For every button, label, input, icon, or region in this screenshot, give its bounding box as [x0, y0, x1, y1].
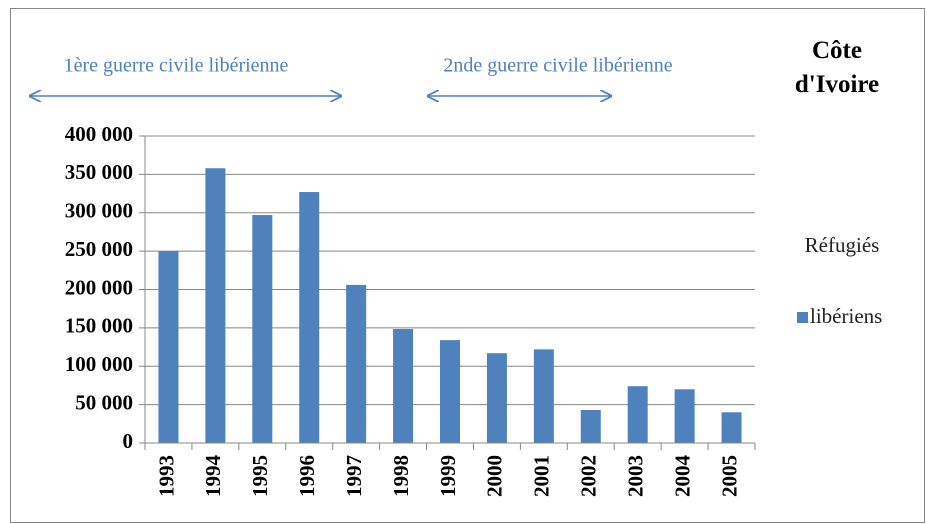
y-tick-label: 150 000	[65, 314, 133, 338]
annotation: 2nde guerre civile libérienne	[443, 55, 672, 77]
x-tick-label: 1994	[201, 455, 225, 498]
x-tick-label: 2003	[624, 455, 648, 497]
y-tick-label: 250 000	[65, 237, 133, 261]
x-tick-label: 2002	[577, 455, 601, 497]
bar	[627, 386, 648, 443]
bar	[533, 349, 554, 443]
bar	[674, 389, 695, 443]
bar	[158, 251, 179, 443]
bar	[252, 215, 273, 443]
x-tick-label: 1993	[154, 455, 178, 497]
y-tick-label: 200 000	[65, 275, 133, 299]
bar	[721, 412, 742, 443]
legend-swatch	[797, 312, 808, 323]
x-tick-label: 2004	[670, 455, 694, 498]
y-tick-label: 300 000	[65, 199, 133, 223]
bar	[393, 329, 414, 443]
legend-title: Réfugiés	[805, 233, 880, 257]
x-tick-label: 2001	[530, 455, 554, 497]
x-tick-label: 1998	[389, 455, 413, 497]
y-tick-label: 350 000	[65, 160, 133, 184]
bar	[346, 284, 367, 443]
bar	[205, 168, 226, 444]
y-tick-label: 100 000	[65, 352, 133, 376]
bar	[440, 340, 460, 443]
x-tick-label: 2000	[483, 455, 507, 497]
x-tick-label: 1997	[342, 455, 366, 497]
annotation: 1ère guerre civile libérienne	[64, 55, 289, 77]
y-tick-label: 50 000	[75, 390, 133, 414]
x-tick-label: 1999	[436, 455, 460, 497]
chart-title: Côte d'Ivoire	[794, 37, 880, 98]
x-tick-label: 1995	[248, 455, 272, 497]
bar	[486, 353, 507, 443]
bar	[299, 192, 320, 443]
y-tick-label: 400 000	[65, 122, 133, 146]
y-tick-label: 0	[123, 429, 134, 453]
x-tick-label: 2005	[717, 455, 741, 497]
bar	[580, 409, 601, 443]
chart-border	[10, 8, 925, 523]
legend-label: libériens	[810, 304, 882, 328]
x-tick-label: 1996	[295, 455, 319, 497]
